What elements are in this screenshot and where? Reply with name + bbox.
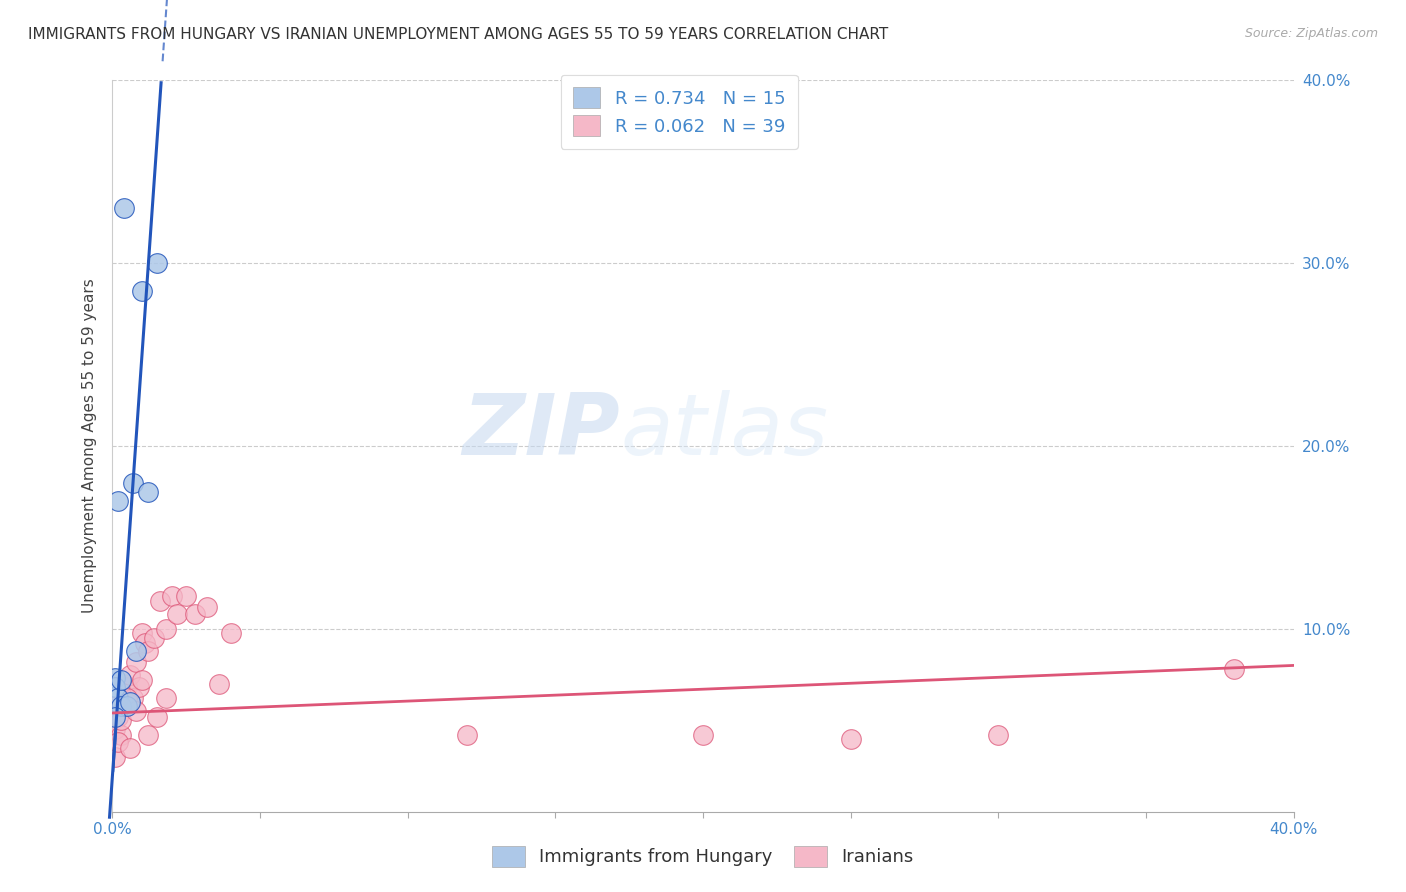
Point: [166, 607, 188, 622]
Point: [110, 714, 132, 728]
Point: [117, 698, 138, 713]
Point: [125, 644, 148, 658]
Point: [112, 698, 135, 713]
Text: IMMIGRANTS FROM HUNGARY VS IRANIAN UNEMPLOYMENT AMONG AGES 55 TO 59 YEARS CORREL: IMMIGRANTS FROM HUNGARY VS IRANIAN UNEMP…: [28, 27, 889, 42]
Point: [120, 695, 142, 709]
Point: [131, 673, 153, 687]
Point: [456, 728, 478, 742]
Point: [184, 607, 207, 622]
Point: [110, 728, 132, 742]
Point: [104, 723, 127, 737]
Point: [125, 704, 148, 718]
Point: [208, 676, 231, 690]
Point: [112, 201, 135, 215]
Legend: R = 0.734   N = 15, R = 0.062   N = 39: R = 0.734 N = 15, R = 0.062 N = 39: [561, 75, 799, 149]
Point: [195, 599, 218, 614]
Point: [219, 625, 242, 640]
Point: [122, 475, 145, 490]
Point: [146, 709, 169, 723]
Point: [112, 676, 135, 690]
Point: [107, 494, 129, 508]
Point: [134, 636, 156, 650]
Point: [104, 749, 127, 764]
Point: [155, 622, 177, 636]
Point: [110, 673, 132, 687]
Point: [131, 625, 153, 640]
Point: [174, 589, 197, 603]
Point: [117, 681, 138, 695]
Point: [1223, 662, 1246, 676]
Point: [104, 698, 127, 713]
Point: [107, 691, 129, 706]
Point: [117, 691, 138, 706]
Point: [155, 691, 177, 706]
Point: [136, 644, 159, 658]
Point: [125, 655, 148, 669]
Point: [104, 709, 127, 723]
Point: [110, 698, 132, 713]
Text: atlas: atlas: [620, 390, 828, 473]
Point: [142, 631, 165, 645]
Point: [136, 484, 159, 499]
Point: [128, 681, 150, 695]
Text: Source: ZipAtlas.com: Source: ZipAtlas.com: [1244, 27, 1378, 40]
Point: [160, 589, 183, 603]
Point: [149, 594, 172, 608]
Y-axis label: Unemployment Among Ages 55 to 59 years: Unemployment Among Ages 55 to 59 years: [82, 278, 97, 614]
Point: [839, 731, 862, 746]
Point: [107, 735, 129, 749]
Legend: Immigrants from Hungary, Iranians: Immigrants from Hungary, Iranians: [485, 838, 921, 874]
Point: [122, 691, 145, 706]
Point: [136, 728, 159, 742]
Point: [104, 681, 127, 695]
Point: [120, 740, 142, 755]
Point: [131, 284, 153, 298]
Point: [120, 667, 142, 681]
Point: [107, 709, 129, 723]
Point: [692, 728, 714, 742]
Point: [146, 256, 169, 270]
Point: [987, 728, 1010, 742]
Text: ZIP: ZIP: [463, 390, 620, 473]
Point: [104, 671, 127, 685]
